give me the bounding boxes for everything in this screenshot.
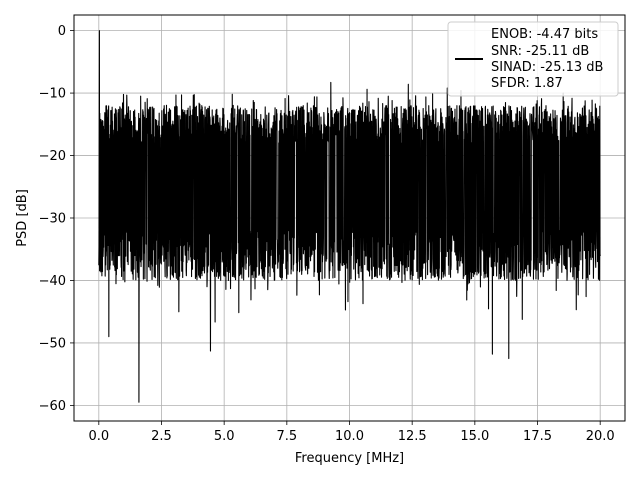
legend-entry-enob: ENOB: -4.47 bits	[491, 27, 598, 42]
y-tick-label: −40	[39, 274, 66, 289]
x-tick-label: 12.5	[398, 429, 427, 444]
x-tick-label: 0.0	[88, 429, 109, 444]
x-tick-label: 5.0	[214, 429, 235, 444]
psd-series-line	[98, 30, 601, 403]
x-tick-label: 10.0	[335, 429, 364, 444]
axis-ticks: 0.0 2.5 5.0 7.5 10.0 12.5 15.0 17.5 20.0 0 −10 −20 −…	[39, 24, 615, 444]
x-tick-label: 7.5	[276, 429, 297, 444]
y-tick-label: −60	[39, 399, 66, 414]
y-tick-label: −20	[39, 149, 66, 164]
x-tick-label: 17.5	[523, 429, 552, 444]
legend-entry-sfdr: SFDR: 1.87	[491, 76, 563, 91]
x-tick-label: 20.0	[586, 429, 615, 444]
legend: ENOB: -4.47 bits SNR: -25.11 dB SINAD: -…	[447, 21, 619, 97]
legend-entry-snr: SNR: -25.11 dB	[491, 44, 589, 59]
y-tick-label: −50	[39, 336, 66, 351]
y-axis-label: PSD [dB]	[15, 189, 30, 247]
y-tick-label: −10	[39, 87, 66, 102]
x-axis-label: Frequency [MHz]	[295, 451, 404, 466]
legend-box	[447, 21, 619, 97]
x-tick-label: 2.5	[151, 429, 172, 444]
series-psd	[98, 30, 601, 403]
legend-entry-sinad: SINAD: -25.13 dB	[491, 60, 603, 75]
x-tick-label: 15.0	[460, 429, 489, 444]
y-tick-label: 0	[58, 24, 66, 39]
y-tick-label: −30	[39, 212, 66, 227]
